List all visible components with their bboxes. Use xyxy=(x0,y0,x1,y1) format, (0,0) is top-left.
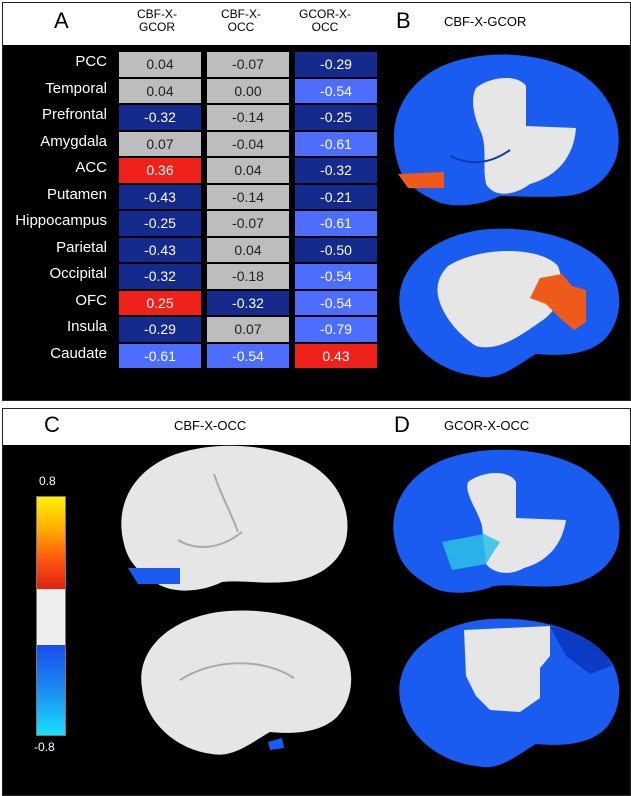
row-label: PCC xyxy=(75,53,107,70)
table-cell: 0.07 xyxy=(119,131,201,156)
brain-d-lateral xyxy=(393,449,620,593)
brain-b-lateral-gray xyxy=(473,77,576,194)
panel-d-letter: D xyxy=(394,412,410,437)
brain-d-medial-darkblue xyxy=(550,626,612,674)
table-cell: -0.07 xyxy=(207,52,289,77)
brain-b-medial xyxy=(399,228,620,378)
table-cell: -0.32 xyxy=(295,158,377,183)
table-cell: -0.14 xyxy=(207,105,289,130)
row-label: ACC xyxy=(75,159,107,176)
brain-b-medial-orange xyxy=(530,274,586,330)
brain-d-medial-gray xyxy=(464,626,550,712)
brain-d-lateral-cyan xyxy=(442,534,500,570)
brain-d-medial xyxy=(399,618,620,768)
table-cell: -0.79 xyxy=(295,317,377,342)
row-label: Prefrontal xyxy=(41,106,107,123)
row-label: Temporal xyxy=(45,79,107,97)
brain-b-lateral-sulcus xyxy=(449,149,511,164)
col-head-cbf-occ: CBF-X- OCC xyxy=(201,8,281,34)
table-cell: -0.43 xyxy=(119,237,201,262)
col-head-cbf-gcor: CBF-X- GCOR xyxy=(117,8,197,34)
table-cell: 0.07 xyxy=(207,317,289,342)
title-d: GCOR-X-OCC xyxy=(444,418,530,433)
table-cell: -0.04 xyxy=(207,131,289,156)
table-cell: 0.25 xyxy=(119,290,201,315)
panel-c-letter: C xyxy=(44,412,60,437)
brain-c-lateral-blue xyxy=(128,568,180,584)
panel-cd-header xyxy=(3,409,630,445)
table-cell: -0.54 xyxy=(295,264,377,289)
table-cell: 0.36 xyxy=(119,158,201,183)
table-cell: -0.54 xyxy=(295,290,377,315)
table-cell: -0.25 xyxy=(295,105,377,130)
table-cell: 0.04 xyxy=(207,158,289,183)
col-head-line: GCOR-X- xyxy=(299,7,351,21)
table-cell: -0.29 xyxy=(295,52,377,77)
table-cell: -0.21 xyxy=(295,184,377,209)
table-cell: 0.04 xyxy=(207,237,289,262)
col-head-line: OCC xyxy=(227,20,255,34)
brain-c-medial-sulcus xyxy=(179,662,295,681)
panel-b-letter: B xyxy=(396,8,411,33)
table-cell: -0.61 xyxy=(295,131,377,156)
brain-b-lateral xyxy=(393,54,619,206)
row-label: Insula xyxy=(66,318,107,335)
row-label: OFC xyxy=(75,291,107,309)
row-label: Amygdala xyxy=(40,132,107,150)
table-cell: -0.25 xyxy=(119,211,201,236)
table-cell: -0.14 xyxy=(207,184,289,209)
col-head-line: OCC xyxy=(311,20,339,34)
row-label: Putamen xyxy=(46,185,107,203)
table-cell: -0.32 xyxy=(207,290,289,315)
table-cell: 0.00 xyxy=(207,78,289,103)
colorbar-negative xyxy=(37,645,65,735)
table-cell: -0.61 xyxy=(119,343,201,368)
brain-c-lateral-sulcus xyxy=(177,531,243,548)
row-label: Parietal xyxy=(56,238,107,256)
colorbar-positive xyxy=(37,497,65,589)
panel-a-letter: A xyxy=(54,8,69,33)
table-cell: -0.32 xyxy=(119,264,201,289)
table-cell: 0.04 xyxy=(119,52,201,77)
table-cell: -0.54 xyxy=(295,78,377,103)
table-cell: -0.32 xyxy=(119,105,201,130)
colorbar-min-label: -0.8 xyxy=(34,740,55,754)
brain-c-lateral-sulcus xyxy=(213,473,239,533)
col-head-gcor-occ: GCOR-X- OCC xyxy=(285,8,365,34)
title-b: CBF-X-GCOR xyxy=(444,14,527,29)
brain-b-medial-gray xyxy=(437,251,562,348)
table-cell: -0.50 xyxy=(295,237,377,262)
table-cell: -0.07 xyxy=(207,211,289,236)
title-c: CBF-X-OCC xyxy=(174,418,247,433)
brain-b-lateral-orange xyxy=(398,172,444,188)
row-label: Hippocampus xyxy=(15,212,107,229)
col-head-line: CBF-X- xyxy=(221,7,261,21)
row-label: Caudate xyxy=(50,344,107,362)
colorbar xyxy=(36,496,66,736)
col-head-line: CBF-X- xyxy=(137,7,177,21)
table-cell: -0.54 xyxy=(207,343,289,368)
table-cell: 0.43 xyxy=(295,343,377,368)
colorbar-neutral xyxy=(37,589,65,645)
brain-c-medial-blue xyxy=(268,738,284,750)
col-head-line: GCOR xyxy=(139,20,175,34)
table-cell: -0.61 xyxy=(295,211,377,236)
brain-c-medial xyxy=(141,610,352,755)
colorbar-max-label: 0.8 xyxy=(39,474,56,488)
table-cell: -0.18 xyxy=(207,264,289,289)
table-cell: -0.43 xyxy=(119,184,201,209)
table-cell: -0.29 xyxy=(119,317,201,342)
brain-c-lateral-shape xyxy=(121,445,348,591)
panel-ab-header xyxy=(3,3,630,45)
table-cell: 0.04 xyxy=(119,78,201,103)
brain-c-lateral xyxy=(121,445,348,591)
row-label: Occipital xyxy=(49,265,107,282)
brain-c-medial-shape xyxy=(141,610,352,755)
